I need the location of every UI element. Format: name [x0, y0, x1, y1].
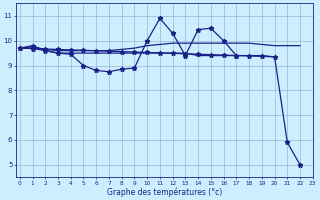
X-axis label: Graphe des températures (°c): Graphe des températures (°c): [107, 187, 222, 197]
